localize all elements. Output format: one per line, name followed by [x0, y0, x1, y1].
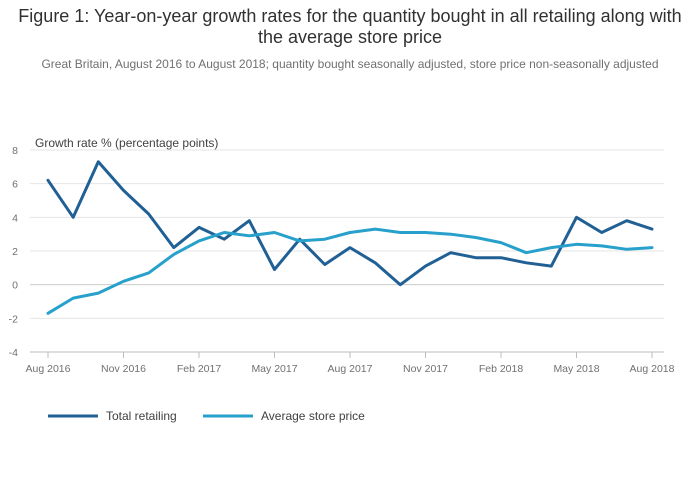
x-tick-label: May 2018 — [553, 363, 599, 375]
x-tick-label: Aug 2017 — [328, 363, 373, 375]
series-line-total-retailing — [46, 160, 654, 287]
x-tick-label: Aug 2016 — [26, 363, 71, 375]
y-tick-label: 6 — [12, 179, 18, 191]
y-tick-label: 2 — [12, 246, 18, 258]
y-axis-ticks: 8 6 4 2 0 -2 -4 — [9, 145, 19, 359]
x-tick-label: Nov 2016 — [101, 363, 146, 375]
x-axis: Aug 2016 Nov 2016 Feb 2017 May 2017 Aug 2017… — [26, 351, 675, 375]
y-axis-label: Growth rate % (percentage points) — [35, 136, 219, 150]
chart-subtitle: Great Britain, August 2016 to August 201… — [41, 57, 659, 71]
legend-label: Total retailing — [106, 409, 177, 423]
x-tick-label: Feb 2018 — [479, 363, 524, 375]
x-tick-label: Feb 2017 — [177, 363, 222, 375]
y-tick-label: 0 — [12, 280, 18, 292]
y-tick-label: 8 — [12, 145, 18, 157]
chart-title: Figure 1: Year-on-year growth rates for … — [18, 6, 682, 47]
legend-label: Average store price — [261, 409, 365, 423]
x-tick-label: Aug 2018 — [630, 363, 675, 375]
x-tick-label: May 2017 — [251, 363, 297, 375]
y-tick-label: 4 — [12, 212, 18, 224]
y-tick-label: -2 — [9, 313, 18, 325]
legend: Total retailing Average store price — [48, 409, 365, 423]
x-tick-label: Nov 2017 — [403, 363, 448, 375]
series-line-average-store-price — [46, 227, 654, 315]
series-lines — [46, 160, 654, 315]
y-tick-label: -4 — [9, 347, 18, 359]
